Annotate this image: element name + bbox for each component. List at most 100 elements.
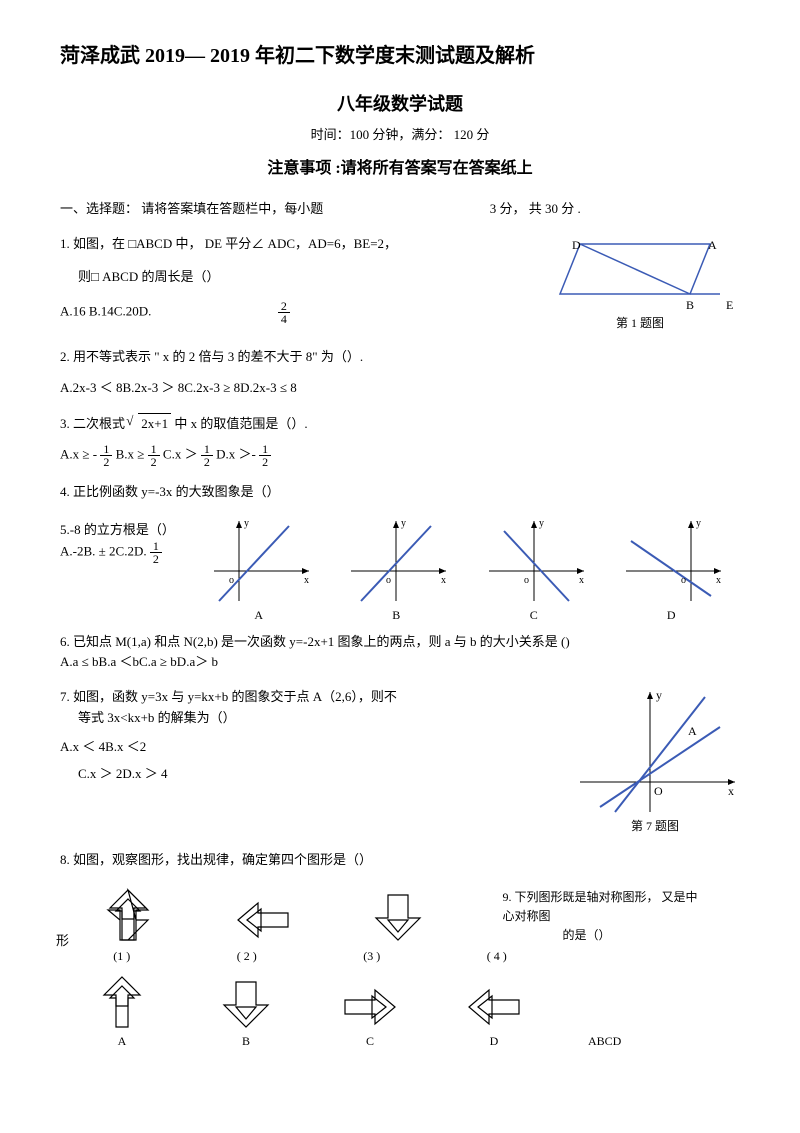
graph-d: x y o D: [616, 516, 726, 625]
arrow-left: [233, 895, 293, 945]
q1-frac-n: 2: [278, 300, 290, 313]
svg-text:y: y: [244, 518, 249, 529]
q1-caption: 第 1 题图: [540, 314, 740, 333]
q1-frac: 2 4: [278, 300, 290, 325]
q5fd: 2: [150, 553, 162, 565]
svg-text:x: x: [716, 575, 721, 586]
f3d: 2: [201, 456, 213, 468]
section1-b: 3 分， 共 30 分 .: [490, 201, 581, 216]
r2l3: D: [490, 1034, 499, 1048]
subtitle: 八年级数学试题: [60, 90, 740, 119]
q4: 4. 正比例函数 y=-3x 的大致图象是（）: [60, 482, 740, 503]
r1l1: ( 2 ): [237, 947, 257, 966]
q3-oa: A.x ≥ -: [60, 446, 100, 461]
graph-b: x y o B: [341, 516, 451, 625]
q2-opts: A.2x-3 ＜ 8B.2x-3 ＞ 8C.2x-3 ≥ 8D.2x-3 ≤ 8: [60, 378, 740, 399]
ga-label: A: [254, 608, 263, 622]
arrows-block: 9. 下列图形既是轴对称图形， 又是中心对称图 的是（） 形 (1 ) ( 2 …: [60, 885, 740, 1051]
graphs-row: x y o A x y o B x y o C x y o D: [190, 516, 740, 625]
q3-sqrt: 2x+1: [128, 413, 171, 435]
svg-text:O: O: [654, 784, 663, 798]
arrow-a: A: [92, 972, 152, 1051]
svg-text:y: y: [656, 688, 662, 702]
svg-text:y: y: [401, 518, 406, 529]
q8: 8. 如图，观察图形，找出规律，确定第四个图形是（）: [60, 850, 740, 871]
q1: D A B E 第 1 题图 1. 如图，在 □ABCD 中， DE 平分∠ A…: [60, 234, 740, 333]
f2n: 1: [148, 443, 160, 456]
f1n: 1: [100, 443, 112, 456]
q3-text-b: 中 x 的取值范围是（）.: [174, 416, 307, 431]
q1-opts-left: A.16 B.14C.20D.: [60, 303, 151, 318]
arrow-d: D: [464, 982, 524, 1051]
q1-figure: D A B E 第 1 题图: [540, 234, 740, 333]
graphs-row-wrap: 5.-8 的立方根是（） A.-2B. ± 2C.2D. 12 x y o A x y…: [60, 516, 740, 625]
q7-figure: A O x y 第 7 题图: [570, 687, 740, 836]
q5-opts-a: A.-2B. ± 2C.2D.: [60, 544, 147, 559]
q8-xing: 形: [56, 931, 69, 952]
q9-opts: ABCD: [588, 1032, 708, 1051]
notice: 注意事项 :请将所有答案写在答案纸上: [60, 156, 740, 182]
r1l3: ( 4 ): [487, 947, 687, 966]
q3-oc: C.x ＞: [163, 446, 201, 461]
f4n: 1: [259, 443, 271, 456]
r2l2: C: [366, 1034, 374, 1048]
q5-text: 5.-8 的立方根是（）: [60, 520, 175, 541]
section1-a: 一、选择题： 请将答案填在答题栏中，每小题: [60, 201, 323, 216]
svg-text:o: o: [386, 575, 391, 586]
r1l0: (1 ): [113, 947, 130, 966]
f4d: 2: [259, 456, 271, 468]
arrows-row1: 9. 下列图形既是轴对称图形， 又是中心对称图 的是（）: [60, 885, 740, 945]
q1-B: B: [686, 296, 694, 315]
q6-opts: A.a ≤ bB.a ＜bC.a ≥ bD.a＞ b: [60, 652, 740, 673]
f3n: 1: [201, 443, 213, 456]
q3-rad: 2x+1: [138, 413, 171, 435]
q9-text: 9. 下列图形既是轴对称图形， 又是中心对称图: [503, 890, 698, 923]
q3-ob: B.x ≥: [116, 446, 148, 461]
svg-text:x: x: [304, 575, 309, 586]
r2l0: A: [118, 1034, 127, 1048]
svg-text:o: o: [681, 575, 686, 586]
q1-D: D: [572, 236, 581, 255]
gc-label: C: [530, 608, 538, 622]
q7-caption: 第 7 题图: [570, 817, 740, 836]
arrows-row2: A B C D ABCD: [60, 972, 740, 1051]
q9-text-wrap: 9. 下列图形既是轴对称图形， 又是中心对称图 的是（）: [503, 888, 703, 946]
q5-opts: A.-2B. ± 2C.2D. 12: [60, 540, 162, 565]
svg-text:o: o: [524, 575, 529, 586]
arrow-up: [98, 885, 158, 945]
meta: 时间：100 分钟，满分： 120 分: [60, 125, 740, 146]
arrow-b: B: [216, 977, 276, 1051]
page-title: 菏泽成武 2019— 2019 年初二下数学度末测试题及解析: [60, 40, 740, 72]
q3: 3. 二次根式 2x+1 中 x 的取值范围是（）. A.x ≥ - 12 B.…: [60, 413, 740, 468]
svg-text:o: o: [229, 575, 234, 586]
q2: 2. 用不等式表示 " x 的 2 倍与 3 的差不大于 8" 为（）. A.2…: [60, 347, 740, 399]
f1d: 2: [100, 456, 112, 468]
svg-text:x: x: [441, 575, 446, 586]
q6: 6. 已知点 M(1,a) 和点 N(2,b) 是一次函数 y=-2x+1 图象…: [60, 632, 740, 674]
q3-text-a: 3. 二次根式: [60, 416, 128, 431]
q1-E: E: [726, 296, 733, 315]
q3-opts: A.x ≥ - 12 B.x ≥ 12 C.x ＞ 12 D.x ＞- 12: [60, 443, 740, 468]
arrows-row1-labels: (1 ) ( 2 ) (3 ) ( 4 ): [60, 947, 740, 966]
svg-text:y: y: [696, 518, 701, 529]
arrow-c: C: [340, 982, 400, 1051]
q7: A O x y 第 7 题图 7. 如图，函数 y=3x 与 y=kx+b 的图…: [60, 687, 740, 836]
svg-text:A: A: [688, 724, 697, 738]
svg-text:y: y: [539, 518, 544, 529]
arrow-down: [368, 890, 428, 945]
q1-A: A: [708, 236, 717, 255]
q2-text: 2. 用不等式表示 " x 的 2 倍与 3 的差不大于 8" 为（）.: [60, 347, 740, 368]
svg-text:x: x: [579, 575, 584, 586]
r1l2: (3 ): [363, 947, 380, 966]
f2d: 2: [148, 456, 160, 468]
r2l1: B: [242, 1034, 250, 1048]
section1-head: 一、选择题： 请将答案填在答题栏中，每小题 3 分， 共 30 分 .: [60, 199, 740, 220]
q9-text2: 的是（）: [563, 928, 611, 942]
q6-text: 6. 已知点 M(1,a) 和点 N(2,b) 是一次函数 y=-2x+1 图象…: [60, 632, 740, 653]
q3-od: D.x ＞-: [216, 446, 259, 461]
gb-label: B: [392, 608, 400, 622]
svg-text:x: x: [728, 784, 734, 798]
q1-frac-d: 4: [278, 313, 290, 325]
graph-a: x y o A: [204, 516, 314, 625]
gd-label: D: [667, 608, 676, 622]
